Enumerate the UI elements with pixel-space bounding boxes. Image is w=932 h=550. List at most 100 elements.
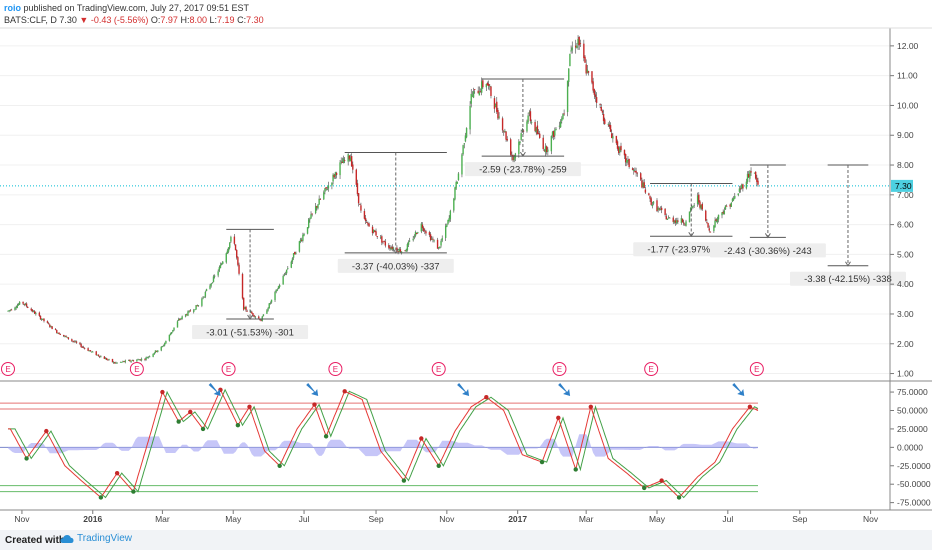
chart-frame [0,27,932,511]
time-tick-label: 2017 [508,514,527,524]
candle-body [108,359,110,361]
candle-body [627,159,629,162]
candle-body [461,154,463,175]
candle-body [417,232,419,234]
time-tick-label: May [225,514,242,524]
symbol-label[interactable]: BATS:CLF, D [4,15,57,25]
candle-body [388,245,390,248]
earnings-badge-label: E [134,365,139,374]
candle-body [480,81,483,93]
high-value: 8.00 [189,15,207,25]
blue-arrow-icon [208,383,221,396]
chart-canvas[interactable]: -3.01 (-51.53%) -301 -3.37 (-40.03%) -337… [0,0,932,530]
candle-body [534,122,536,131]
candle-body [439,246,441,249]
candle-body [424,230,426,232]
candle-body [400,251,403,254]
candle-body [360,205,362,211]
candle-body [172,329,174,332]
candle-body [642,182,644,188]
oscillator-axis[interactable]: 75.0000 50.0000 25.0000 0.0000 -25.0000 -50.0… [890,387,931,508]
candle-body [731,198,734,202]
candle-body [693,205,695,206]
candle-body [317,204,319,209]
earnings-badge [431,362,446,376]
candle-body [302,234,304,241]
candle-body [716,218,719,223]
measure-arrowhead [845,261,851,267]
measure-arrowhead [247,314,253,320]
last-price-marker-label: 7.30 [895,181,912,191]
candle-body [504,130,506,132]
candle-body [187,311,189,316]
candle-body [229,242,231,248]
time-axis[interactable]: Nov 2016 Mar May Jul Sep Nov 2017 Mar May Jul Sep No… [14,510,879,524]
candle-body [529,111,532,122]
candle-body [609,125,612,132]
tradingview-logo[interactable]: TradingView [60,533,132,544]
author-name[interactable]: roio [4,3,21,13]
candle-body [196,305,198,307]
candle-body [65,335,67,337]
candle-body [105,358,108,360]
price-tick-label: 8.00 [897,160,914,170]
candle-body [454,187,456,200]
candle-body [477,90,479,94]
candle-body [38,312,41,316]
price-axis[interactable]: 12.00 11.00 10.00 9.00 8.00 7.00 6.00 5.00 4.00 3… [890,41,919,379]
candle-body [746,173,749,182]
candle-body [383,240,385,242]
candle-body [706,222,708,223]
brand-name: TradingView [77,533,133,544]
oscillator-pane [0,383,759,500]
candle-body [570,50,572,52]
candle-body [432,238,434,240]
price-tick-label: 1.00 [897,369,914,379]
candle-body [698,194,700,203]
candle-body [624,154,627,163]
candle-body [414,231,417,236]
candle-body [636,172,638,174]
candle-body [73,341,75,343]
candle-body [254,316,256,318]
candle-body [599,104,601,105]
candle-body [571,47,573,51]
candle-body [124,360,126,363]
candle-body [225,253,227,263]
candle-body [626,160,628,163]
candle-body [412,238,414,241]
candle-body [482,80,484,88]
candle-body [713,225,715,232]
candle-body [218,267,221,271]
candle-body [268,303,270,309]
candle-body [340,160,342,162]
candle-body [544,146,547,153]
candle-body [267,308,269,311]
candle-body [612,136,614,139]
candle-body [506,138,508,141]
candle-body [10,309,13,311]
candle-body [284,273,287,275]
candle-body [472,91,475,98]
candle-body [750,171,752,173]
candle-body [35,313,37,315]
candle-body [374,230,376,233]
measure-arrowhead [392,248,399,254]
candle-body [457,173,460,181]
candle-body [448,217,450,222]
candle-body [660,207,663,211]
candle-body [295,252,297,254]
candle-body [83,347,86,349]
candle-body [356,183,359,195]
osc-tick-label: 75.0000 [897,387,928,397]
candle-body [319,198,322,200]
candle-body [550,135,553,152]
candle-body [757,180,759,185]
candle-body [542,137,544,150]
candle-body [203,296,205,298]
candle-body [709,231,712,233]
candle-body [651,204,654,207]
candle-body [389,247,391,249]
candle-body [136,359,138,362]
candle-body [160,346,162,351]
